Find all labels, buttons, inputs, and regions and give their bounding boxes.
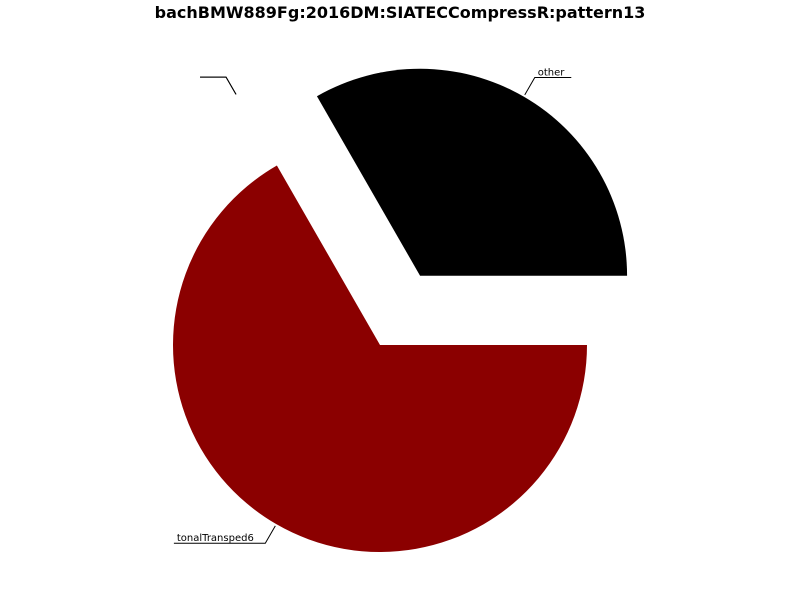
leader-line-other [524, 77, 572, 96]
chart-title: bachBMW889Fg:2016DM:SIATECCompressR:patt… [155, 3, 646, 22]
pie-labels: other tonalTransped6 [173, 68, 572, 544]
leader-line-slice-2 [200, 76, 237, 95]
pie-slices [172, 68, 628, 552]
slice-label-other: other [538, 68, 566, 79]
leader-line-tonaltransped6 [173, 525, 276, 544]
pie-slice-tonaltransped6 [172, 165, 587, 552]
pie-slice-other [316, 68, 628, 276]
slice-label-tonaltransped6: tonalTransped6 [177, 533, 254, 544]
